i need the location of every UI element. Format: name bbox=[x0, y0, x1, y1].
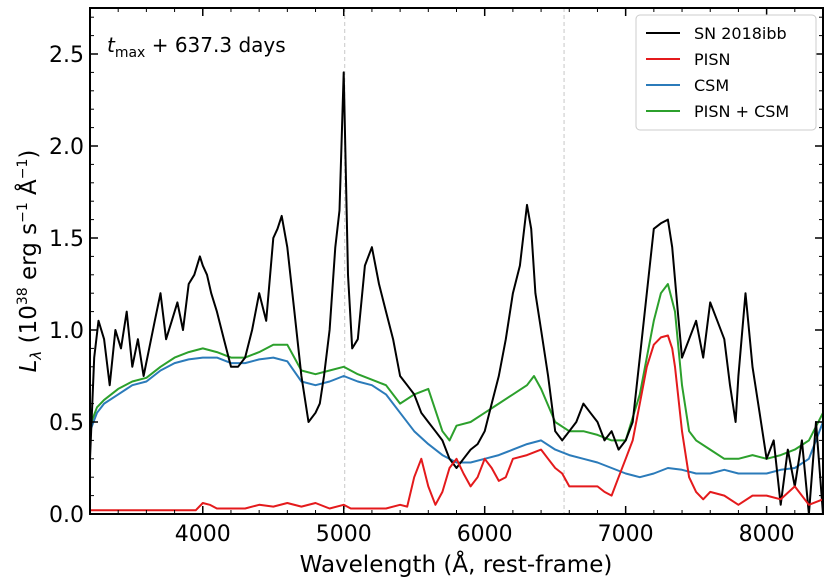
legend: SN 2018ibb PISN CSM PISN + CSM bbox=[635, 14, 817, 131]
y-tick-label: 2.5 bbox=[49, 43, 84, 68]
legend-label: CSM bbox=[694, 76, 729, 95]
series-group bbox=[90, 71, 823, 514]
y-tick-label: 1.5 bbox=[49, 227, 84, 252]
y-tick-label: 2.0 bbox=[49, 135, 84, 160]
x-tick-label: 8000 bbox=[739, 522, 795, 547]
y-tick-label: 0.0 bbox=[49, 503, 84, 528]
y-axis-title: Lλ (1038 erg s−1 Å−1) bbox=[14, 150, 45, 373]
reference-lines bbox=[344, 8, 565, 514]
x-tick-label: 5000 bbox=[316, 522, 372, 547]
y-tick-label: 1.0 bbox=[49, 319, 84, 344]
legend-box bbox=[635, 14, 817, 131]
x-tick-label: 4000 bbox=[175, 522, 231, 547]
x-tick-label: 6000 bbox=[457, 522, 513, 547]
epoch-annotation: tmax + 637.3 days bbox=[107, 33, 286, 61]
x-axis-title: Wavelength (Å, rest-frame) bbox=[300, 550, 613, 578]
series-line-pisn bbox=[90, 334, 823, 512]
legend-label: PISN + CSM bbox=[694, 102, 789, 121]
axis-ticks: 4000 5000 6000 7000 8000 0.0 0.5 1.0 1.5 2.0 2.5 bbox=[49, 8, 824, 547]
legend-label: PISN bbox=[694, 50, 731, 69]
x-tick-label: 7000 bbox=[598, 522, 654, 547]
y-tick-label: 0.5 bbox=[49, 411, 84, 436]
series-line-sn-2018ibb bbox=[90, 71, 823, 514]
series-line-pisn-csm bbox=[90, 283, 823, 460]
legend-label: SN 2018ibb bbox=[694, 24, 787, 43]
